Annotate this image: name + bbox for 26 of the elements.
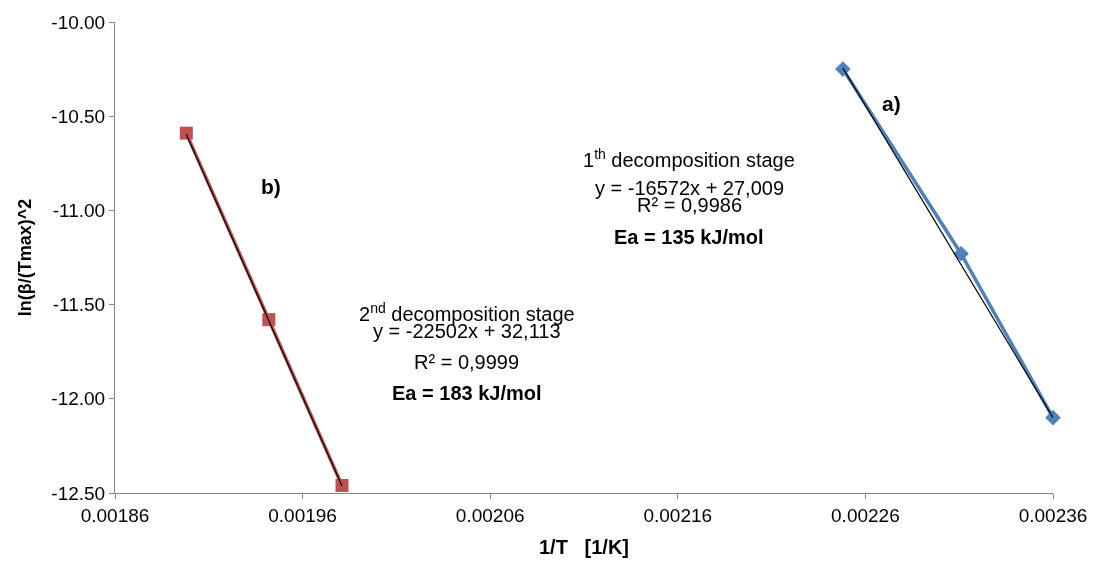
x-tick-label: 0.00236 bbox=[1018, 504, 1088, 526]
point bbox=[335, 478, 349, 492]
point bbox=[835, 61, 851, 77]
annotation: Ea = 135 kJ/mol bbox=[614, 226, 764, 248]
y-axis-title: ln(β/(Tmax)^2 bbox=[14, 198, 35, 317]
x-axis-title: 1/T [1/K] bbox=[538, 536, 630, 559]
x-tick-label: 0.00216 bbox=[643, 504, 713, 526]
x-tick-label: 0.00226 bbox=[831, 504, 900, 526]
annotation: b) bbox=[261, 175, 281, 198]
x-tick-label: 0.00206 bbox=[455, 504, 525, 526]
y-tick-label: -11.50 bbox=[52, 294, 106, 316]
y-tick-label: -10.00 bbox=[51, 11, 106, 33]
annotation: R² = 0,9986 bbox=[637, 194, 743, 216]
x-tick-label: 0.00186 bbox=[80, 504, 150, 526]
annotation: a) bbox=[882, 92, 901, 115]
y-tick-label: -12.50 bbox=[51, 482, 106, 504]
x-tick-label: 0.00196 bbox=[268, 504, 337, 526]
point bbox=[1045, 409, 1061, 426]
annotation: 1$^{th}$ decomposition stage bbox=[583, 146, 795, 172]
y-tick-label: -12.00 bbox=[51, 388, 106, 410]
annotation: R² = 0,9999 bbox=[414, 351, 520, 373]
y-tick-label: -10.50 bbox=[51, 105, 106, 127]
point bbox=[953, 245, 969, 262]
point bbox=[179, 126, 193, 140]
y-tick-label: -11.00 bbox=[52, 200, 106, 222]
annotation: Ea = 183 kJ/mol bbox=[392, 382, 542, 404]
